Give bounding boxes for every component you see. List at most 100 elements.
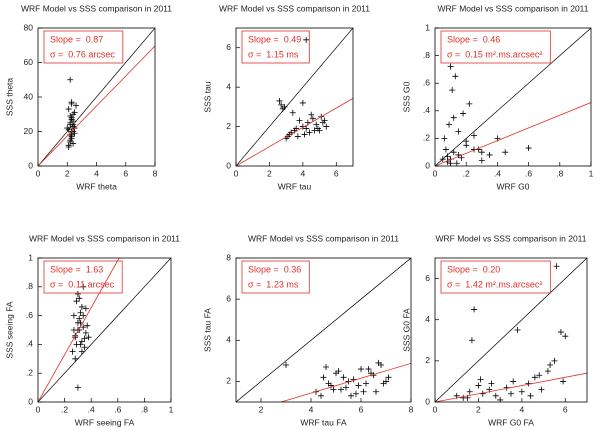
x-tick-label: 0 [36,168,41,178]
point [518,388,525,395]
point [311,127,318,134]
legend-text: σ = 0.15 m².ms.arcsec² [447,49,542,59]
x-tick-label: 0 [234,168,239,178]
point [82,305,89,312]
point [468,337,475,344]
chart-title: WRF Model vs SSS comparison in 2011 [21,3,172,13]
fit-line [38,45,155,166]
point [296,117,303,124]
point [340,374,347,381]
point [69,348,76,355]
y-tick-label: 2 [425,355,430,365]
y-tick-label: 2 [226,376,231,386]
x-tick-label: 6 [334,168,339,178]
y-tick-label: .6 [423,77,430,87]
y-tick-label: 60 [24,57,34,67]
y-tick-label: 4 [226,81,231,91]
legend-box [241,30,310,64]
legend-text: Slope = 0.49 [248,34,301,44]
y-tick-label: .4 [26,339,33,349]
diagonal [236,28,353,166]
point [276,97,283,104]
point [477,376,484,383]
x-tick-label: .8 [556,168,563,178]
x-tick-label: 2 [65,168,70,178]
point [325,380,332,387]
point [455,151,462,158]
point [320,374,327,381]
chart-title: WRF Model vs SSS comparison in 2011 [219,3,370,13]
point [452,73,459,80]
point [76,295,83,302]
point [488,380,495,387]
point [492,392,499,399]
point [478,149,485,156]
point [303,36,310,43]
x-axis-label: WRF theta [76,181,117,191]
point [78,348,85,355]
x-tick-label: 4 [309,404,314,414]
axes-frame [434,27,592,167]
point [353,390,359,397]
point [348,392,354,399]
point [67,112,74,119]
point [306,129,313,136]
point [560,378,567,385]
point [301,131,308,138]
legend-text: σ = 1.23 ms [248,279,299,289]
x-tick-label: 2 [476,404,481,414]
point [547,361,554,368]
point [299,99,306,106]
point [385,374,392,381]
y-tick-label: 0 [28,396,33,406]
point [538,386,545,393]
axes-frame [37,257,172,403]
x-tick-label: 4 [94,168,99,178]
diagonal [38,28,155,166]
y-axis-label: SSS seeing FA [4,301,14,359]
point [78,338,85,345]
x-tick-label: 1 [169,404,174,414]
point [81,344,88,351]
point [375,359,382,366]
diagonal [38,258,171,402]
x-tick-label: .4 [88,404,95,414]
x-tick-label: 8 [409,404,414,414]
point [355,382,362,389]
point [67,76,74,83]
point [525,145,532,152]
fit-line [435,102,591,166]
point [551,357,558,364]
diagonal [236,258,411,402]
point [335,368,342,375]
point [76,315,83,322]
legend-text: Slope = 0.87 [50,34,103,44]
axes-frame [37,27,156,167]
point [460,110,467,117]
x-tick-label: 2 [267,168,272,178]
y-axis-label: SSS G0 FA [401,308,411,352]
x-tick-label: 6 [123,168,128,178]
point [80,283,87,290]
point [478,157,485,164]
point [78,303,85,310]
x-tick-label: .2 [463,168,470,178]
chart-title: WRF Model vs SSS comparison in 2011 [29,233,180,243]
legend-text: σ = 1.42 m².ms.arcsec² [447,279,542,289]
y-tick-label: 4 [425,314,430,324]
point [323,123,330,130]
y-tick-label: 6 [226,293,231,303]
point [358,366,364,373]
point [479,390,486,397]
point [510,378,517,385]
point [544,368,551,375]
chart-title: WRF Model vs SSS comparison in 2011 [437,3,588,13]
legend-box [241,260,310,294]
legend-text: σ = 0.76 arcsec [50,49,115,59]
y-tick-label: .8 [26,281,33,291]
point [80,324,87,331]
point [65,144,72,151]
y-tick-label: 1 [28,252,33,262]
point [466,388,473,395]
